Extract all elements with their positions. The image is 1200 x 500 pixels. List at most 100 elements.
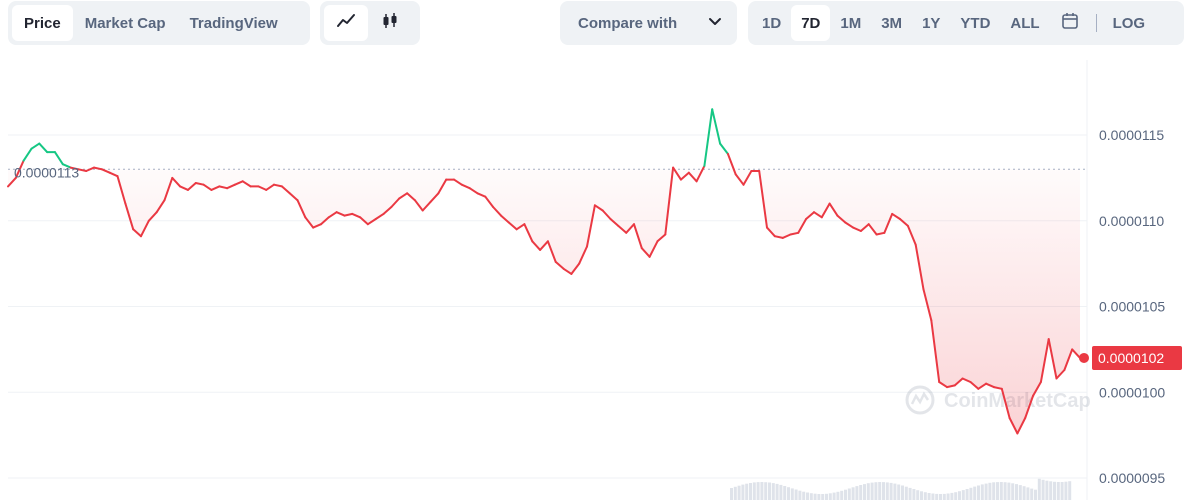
price-line-segment	[366, 218, 377, 226]
price-line-segment	[734, 173, 745, 186]
chart-type-tabs: Price Market Cap TradingView	[8, 1, 310, 45]
price-line-segment	[672, 166, 682, 181]
price-line-segment	[773, 235, 784, 239]
volume-bar	[904, 486, 908, 500]
volume-bar	[809, 493, 813, 500]
log-scale-toggle[interactable]: LOG	[1112, 14, 1146, 32]
volume-bar	[1053, 481, 1056, 500]
tab-all[interactable]: ALL	[1010, 14, 1040, 32]
tab-7d[interactable]: 7D	[791, 5, 831, 41]
price-line-segment	[194, 182, 205, 186]
volume-bar	[790, 488, 794, 500]
current-price-tag	[1092, 345, 1182, 370]
volume-bar	[756, 482, 760, 500]
volume-bar	[768, 482, 771, 500]
price-line-segment	[288, 192, 299, 202]
price-line-segment	[867, 223, 878, 236]
price-line-segment	[147, 211, 158, 222]
volume-bar	[882, 482, 885, 500]
volume-bar	[908, 487, 912, 500]
tab-ytd[interactable]: YTD	[960, 14, 991, 32]
volume-bar	[775, 483, 779, 500]
compare-with-dropdown[interactable]: Compare with	[560, 1, 737, 45]
price-line-segment	[468, 187, 479, 195]
volume-bar	[1060, 482, 1064, 500]
tab-1d[interactable]: 1D	[762, 14, 782, 32]
tab-tradingview[interactable]: TradingView	[189, 14, 278, 32]
volume-bar	[741, 484, 745, 500]
price-line-segment	[899, 218, 909, 227]
volume-bar	[1011, 483, 1015, 500]
price-line-segment	[163, 176, 174, 202]
volume-bar	[931, 493, 935, 500]
calendar-button[interactable]	[1050, 5, 1090, 41]
price-line-segment	[859, 223, 870, 232]
price-area-fill	[8, 169, 1080, 434]
volume-bar	[939, 494, 942, 500]
price-line-segment	[617, 224, 628, 234]
price-line-segment	[820, 202, 831, 219]
price-line-segment	[1071, 348, 1081, 359]
price-line-segment	[312, 223, 322, 229]
price-line-segment	[500, 214, 510, 224]
volume-bar	[965, 489, 969, 500]
line-chart-icon-button[interactable]	[324, 5, 368, 41]
price-line-segment	[507, 221, 518, 231]
volume-bar	[866, 483, 870, 500]
price-line-segment	[124, 202, 135, 231]
price-line-segment	[460, 183, 471, 190]
price-line-segment	[938, 381, 948, 389]
price-line-segment	[531, 240, 542, 251]
price-line-segment	[218, 185, 229, 190]
volume-bar	[927, 493, 931, 500]
current-price-dot	[1079, 352, 1089, 363]
price-line-segment	[742, 170, 753, 186]
price-line-segment	[437, 178, 448, 195]
current-price-label: 0.0000102	[1098, 350, 1164, 366]
price-line-segment	[891, 212, 901, 220]
price-line-segment	[343, 212, 354, 217]
price-line-segment	[171, 176, 182, 188]
tab-1y[interactable]: 1Y	[922, 14, 941, 32]
price-line-segment	[1055, 369, 1066, 380]
price-line-segment	[922, 288, 933, 322]
price-line-segment	[1024, 394, 1035, 419]
chart-view-tabs	[320, 1, 420, 45]
tab-3m[interactable]: 3M	[881, 14, 903, 32]
price-line-segment	[992, 386, 1003, 390]
volume-bar	[1041, 479, 1045, 500]
price-line-segment	[187, 182, 197, 191]
price-line-segment	[1063, 348, 1074, 371]
price-line-segment	[703, 108, 714, 167]
volume-bar	[988, 482, 992, 500]
price-line-segment	[711, 108, 722, 145]
volume-bar	[737, 485, 741, 500]
price-line-segment	[656, 233, 667, 243]
tab-price[interactable]: Price	[12, 5, 73, 41]
tab-market-cap[interactable]: Market Cap	[84, 14, 166, 32]
tab-1m[interactable]: 1M	[840, 14, 862, 32]
price-line-segment	[265, 183, 275, 191]
volume-bar	[817, 494, 821, 500]
volume-bar	[878, 482, 882, 500]
price-line-segment	[1008, 417, 1019, 435]
price-line-segment	[351, 212, 362, 219]
price-line-segment	[578, 245, 588, 265]
price-line-segment	[93, 166, 103, 171]
volume-bar	[1064, 481, 1068, 500]
price-line-segment	[202, 183, 213, 191]
price-line-segment	[390, 197, 401, 208]
price-line-segment	[53, 151, 64, 166]
price-line-segment	[413, 199, 424, 212]
volume-bar	[980, 484, 984, 500]
price-line-segment	[406, 192, 416, 202]
price-line-segment	[625, 223, 635, 234]
price-line-segment	[421, 200, 432, 212]
price-line-segment	[132, 228, 142, 238]
price-line-segment	[257, 185, 268, 191]
candlestick-chart-icon-button[interactable]	[368, 5, 412, 41]
volume-bar	[973, 486, 977, 500]
price-line-segment	[805, 211, 815, 220]
volume-bar	[821, 494, 825, 500]
